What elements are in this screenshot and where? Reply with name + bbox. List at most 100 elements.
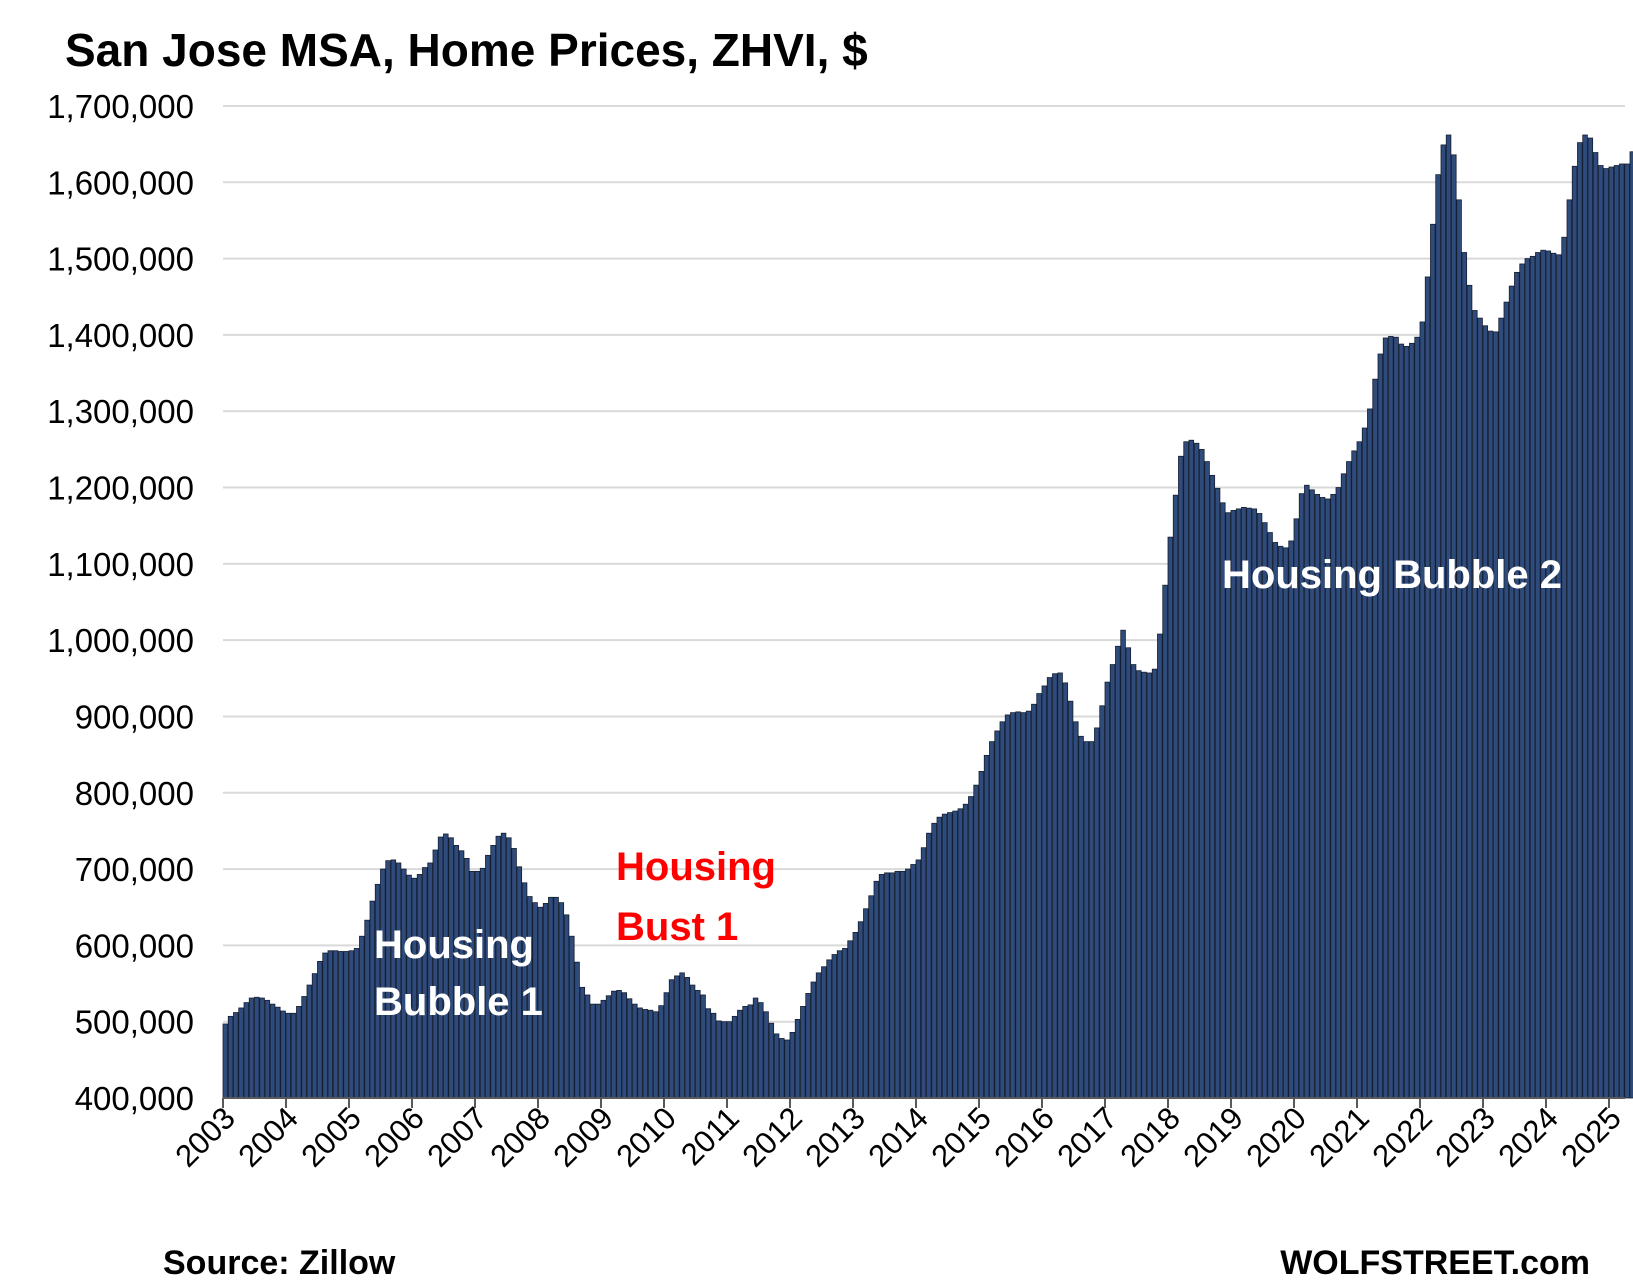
bar	[600, 999, 607, 1099]
bar	[584, 994, 591, 1099]
bar	[1167, 536, 1174, 1099]
bar	[1561, 236, 1567, 1099]
bar	[763, 1011, 769, 1099]
annotation-text: Housing	[616, 845, 776, 889]
bar	[637, 1007, 643, 1099]
bar	[542, 903, 549, 1099]
bar	[290, 1012, 297, 1099]
bar	[689, 984, 696, 1099]
annotation-text: Bubble 1	[374, 980, 543, 1024]
bar	[1283, 547, 1289, 1099]
y-tick-label: 1,500,000	[47, 241, 194, 278]
bar	[1461, 252, 1468, 1099]
bar	[931, 822, 937, 1099]
bar	[1293, 518, 1300, 1099]
x-tick-label: 2019	[1176, 1100, 1250, 1174]
bar	[868, 895, 874, 1099]
bar	[758, 1002, 764, 1099]
x-tick-labels: 2003200420052006200720082009201020112012…	[168, 1098, 1628, 1174]
bar	[1472, 310, 1478, 1099]
bar	[506, 837, 512, 1099]
bar	[1545, 250, 1552, 1099]
bar	[1403, 345, 1410, 1099]
x-tick-label: 2023	[1428, 1100, 1502, 1174]
annotation-text: Housing	[374, 923, 534, 967]
bar	[343, 951, 349, 1099]
bar	[1613, 165, 1620, 1099]
bar	[548, 896, 554, 1099]
y-tick-label: 1,000,000	[47, 622, 194, 659]
bar	[1556, 254, 1562, 1099]
bar	[800, 1006, 806, 1099]
annotation-text: Housing Bubble 2	[1222, 553, 1562, 597]
bar	[1356, 441, 1363, 1099]
bar	[1078, 735, 1084, 1099]
x-tick-label: 2011	[674, 1100, 746, 1172]
bar	[1440, 144, 1447, 1099]
bar	[1010, 712, 1016, 1099]
bar	[653, 1011, 659, 1099]
bar	[1046, 677, 1053, 1099]
bar	[663, 992, 670, 1099]
bar	[1188, 439, 1195, 1099]
bar	[495, 835, 502, 1099]
bar	[1493, 331, 1499, 1099]
bar	[1288, 540, 1294, 1099]
bar	[1409, 342, 1415, 1099]
bar	[1172, 494, 1179, 1099]
bar	[1094, 727, 1100, 1099]
bar	[989, 741, 995, 1099]
bar	[658, 1005, 664, 1099]
bar	[889, 872, 895, 1099]
bar	[1209, 474, 1216, 1099]
bar	[285, 1012, 292, 1099]
bar	[1109, 664, 1116, 1099]
y-tick-label: 1,100,000	[47, 546, 194, 583]
bar	[1430, 223, 1436, 1099]
bar	[726, 1021, 733, 1099]
bar	[1130, 664, 1137, 1099]
bar	[773, 1033, 780, 1099]
bar	[579, 986, 586, 1099]
bar	[873, 880, 880, 1099]
bar	[1566, 199, 1573, 1099]
bar	[1445, 134, 1452, 1099]
bar	[485, 854, 491, 1099]
bar	[968, 796, 974, 1099]
bar	[836, 950, 843, 1099]
bar	[1183, 441, 1189, 1099]
bar	[936, 816, 943, 1099]
x-tick-label: 2009	[546, 1100, 620, 1174]
bar	[731, 1015, 738, 1099]
bar	[884, 872, 890, 1099]
bar	[1136, 670, 1142, 1099]
bar	[1157, 633, 1163, 1099]
annotation-text: Bust 1	[616, 905, 738, 949]
y-tick-label: 1,700,000	[47, 88, 194, 125]
bar	[1540, 249, 1546, 1099]
bar	[1535, 252, 1541, 1099]
bar	[721, 1021, 727, 1099]
bar	[957, 808, 964, 1099]
bar	[280, 1010, 286, 1099]
bar	[1498, 317, 1504, 1099]
y-tick-label: 800,000	[75, 775, 194, 812]
bar	[359, 935, 365, 1099]
bar	[490, 845, 496, 1099]
x-tick-label: 2020	[1239, 1100, 1313, 1174]
bar	[1424, 276, 1431, 1099]
bar	[1550, 252, 1557, 1099]
bar	[1388, 336, 1394, 1099]
bar	[1041, 685, 1048, 1099]
bar	[1162, 584, 1168, 1099]
bar	[752, 997, 759, 1099]
bar	[1256, 513, 1263, 1099]
x-tick-label: 2018	[1113, 1100, 1187, 1174]
y-tick-label: 700,000	[75, 851, 194, 888]
bar	[1351, 450, 1357, 1099]
bar	[952, 810, 958, 1099]
bar	[322, 952, 328, 1099]
x-tick-label: 2024	[1491, 1100, 1565, 1174]
bar	[894, 870, 901, 1099]
bar	[1036, 693, 1042, 1099]
